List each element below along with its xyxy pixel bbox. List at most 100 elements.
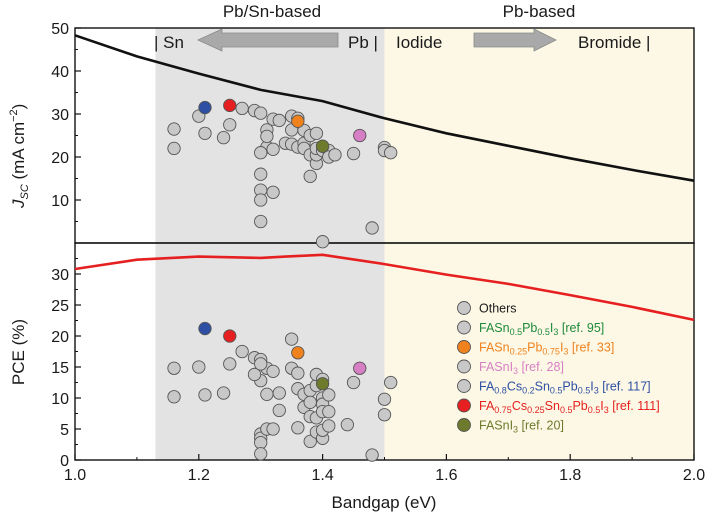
bottom-panel-axes: 0 5 10 15 20 25 30 1.0 1.2 1.4 1.6 1.8 2.0: [51, 242, 705, 484]
bottom-ytick-label: 25: [51, 298, 69, 315]
bromide-label: Bromide |: [578, 33, 650, 52]
pb-label: Pb |: [348, 33, 378, 52]
pce-point-FAPbI3-blue: [198, 321, 212, 336]
jsc-point: [254, 167, 268, 181]
pce-point: [198, 388, 212, 402]
bottom-ytick-label: 10: [51, 391, 69, 408]
iodide-label: Iodide: [396, 33, 442, 52]
top-ytick-label: 40: [51, 64, 69, 81]
jsc-point: [346, 146, 361, 161]
pce-limit-line: [74, 253, 695, 322]
jsc-point: [235, 101, 249, 116]
jsc-point: [254, 146, 268, 160]
pbsn-title: Pb/Sn-based: [223, 2, 321, 21]
pb-region: [384, 28, 694, 460]
legend-marker: [457, 379, 471, 393]
jsc-point: [266, 142, 280, 156]
xtick-label: 1.2: [188, 467, 210, 484]
legend-entry: FASn0.5Pb0.5I3 [ref. 95]: [479, 321, 604, 337]
pce-point: [346, 375, 361, 390]
pce-point: [291, 421, 305, 435]
top-ytick-label: 30: [51, 107, 69, 124]
limit-lines: [74, 34, 695, 322]
region-backgrounds: [155, 28, 694, 460]
sn-label: | Sn: [154, 33, 184, 52]
data-points: [167, 98, 398, 462]
jsc-point: [216, 130, 231, 145]
jsc-point: [272, 113, 286, 128]
left-arrow-icon: [197, 28, 339, 52]
pce-point: [247, 367, 262, 382]
pce-point-FA0.75-red: [223, 329, 237, 343]
pce-point: [192, 360, 206, 374]
pce-point: [266, 364, 280, 378]
pce-point: [384, 375, 398, 390]
pce-point: [216, 386, 231, 400]
bottom-ytick-label: 0: [60, 453, 69, 470]
jsc-point: [254, 193, 268, 207]
pce-point: [322, 388, 336, 402]
pce-point: [254, 357, 268, 371]
pce-point: [272, 403, 286, 418]
pce-point-FASnI3-pink: [353, 361, 367, 375]
pce-point-FASnI3-olive: [315, 377, 330, 391]
pce-point: [377, 392, 392, 406]
jsc-point-FASn0.25-orange: [291, 114, 305, 128]
legend-marker: [457, 301, 471, 315]
xtick-label: 2.0: [683, 467, 705, 484]
jsc-point: [167, 122, 181, 136]
jsc-point-FASnI3-pink: [353, 128, 367, 143]
legend-entry: FASnI3 [ref. 28]: [479, 360, 564, 376]
xtick-label: 1.0: [64, 467, 86, 484]
jsc-point: [223, 118, 237, 132]
pce-point: [284, 332, 299, 346]
jsc-point: [254, 214, 268, 229]
pce-point: [322, 404, 336, 419]
legend-entry: FASnI3 [ref. 20]: [479, 419, 564, 435]
pce-point: [322, 419, 336, 433]
pce-point: [272, 386, 286, 400]
legend-marker: [457, 320, 471, 335]
pb-title: Pb-based: [503, 2, 576, 21]
pce-point: [223, 357, 237, 371]
pce-point: [340, 418, 355, 432]
legend-entry: FA0.75Cs0.25Sn0.5Pb0.5I3 [ref. 111]: [479, 399, 660, 415]
jsc-point: [303, 169, 317, 184]
jsc-point-FASnI3-olive: [315, 139, 330, 153]
jsc-point: [254, 106, 268, 120]
xtick-label: 1.4: [311, 467, 333, 484]
jsc-point: [167, 141, 181, 156]
right-arrow-icon: [473, 28, 557, 52]
jsc-point-FA0.75-red: [223, 98, 237, 113]
jsc-point: [365, 221, 379, 235]
pce-point: [377, 408, 392, 422]
top-ytick-label: 10: [51, 193, 69, 210]
jsc-axis-label: JSC (mA cm−2): [8, 104, 31, 209]
jsc-point: [266, 185, 280, 199]
legend-marker: [457, 340, 471, 354]
jsc-point-FAPbI3-blue: [198, 100, 212, 115]
pce-point: [303, 395, 317, 409]
legend-marker: [457, 398, 471, 413]
xtick-label: 1.8: [559, 467, 581, 484]
jsc-point: [309, 126, 324, 141]
pce-point: [167, 361, 181, 375]
pbsn-region: [155, 28, 385, 460]
pce-point: [167, 390, 181, 404]
bottom-ytick-label: 30: [51, 267, 69, 284]
jsc-point: [260, 129, 274, 144]
pce-point: [365, 448, 379, 462]
jsc-point: [198, 126, 212, 141]
legend-marker: [457, 359, 471, 374]
pce-point: [254, 447, 268, 461]
pce-point: [254, 435, 268, 450]
jsc-point: [328, 148, 342, 162]
pce-point: [291, 366, 305, 380]
bottom-ytick-label: 5: [60, 422, 69, 439]
x-axis-label: Bandgap (eV): [332, 493, 437, 512]
legend: Others FASn0.5Pb0.5I3 [ref. 95] FASn0.25Pb…: [457, 301, 660, 435]
pce-point: [235, 344, 249, 359]
pce-point: [303, 434, 317, 449]
bottom-ytick-label: 15: [51, 360, 69, 377]
